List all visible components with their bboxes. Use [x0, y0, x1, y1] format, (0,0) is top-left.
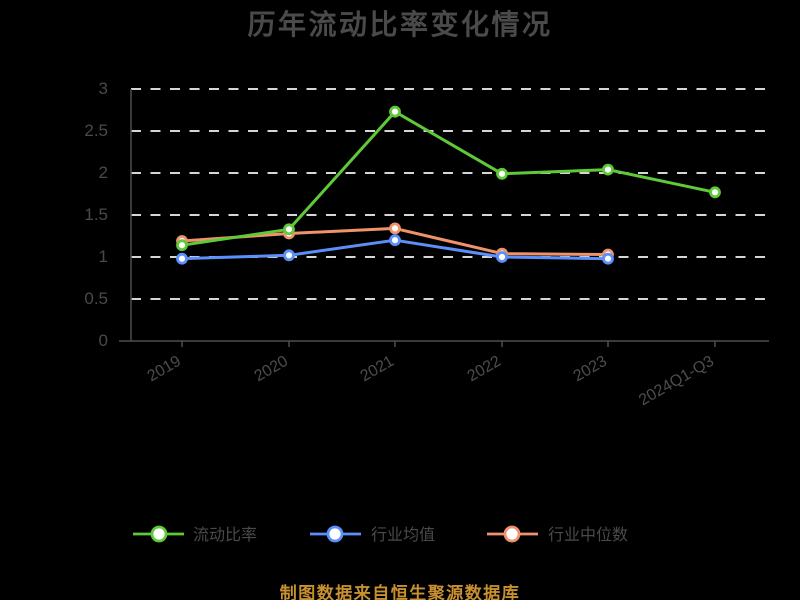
svg-text:0: 0: [99, 331, 108, 350]
svg-text:2024Q1-Q3: 2024Q1-Q3: [636, 353, 717, 410]
svg-text:1.5: 1.5: [84, 205, 108, 224]
svg-text:行业中位数: 行业中位数: [548, 526, 628, 544]
svg-text:流动比率: 流动比率: [193, 526, 257, 544]
svg-text:2023: 2023: [571, 353, 610, 386]
svg-text:2.5: 2.5: [84, 121, 108, 140]
svg-text:2019: 2019: [145, 353, 184, 386]
svg-text:2: 2: [99, 163, 108, 182]
svg-text:3: 3: [99, 79, 108, 98]
svg-text:1: 1: [99, 247, 108, 266]
svg-text:2020: 2020: [252, 353, 291, 386]
svg-text:行业均值: 行业均值: [371, 526, 435, 544]
svg-text:2021: 2021: [358, 353, 397, 386]
svg-text:2022: 2022: [465, 353, 504, 386]
svg-text:0.5: 0.5: [84, 289, 108, 308]
